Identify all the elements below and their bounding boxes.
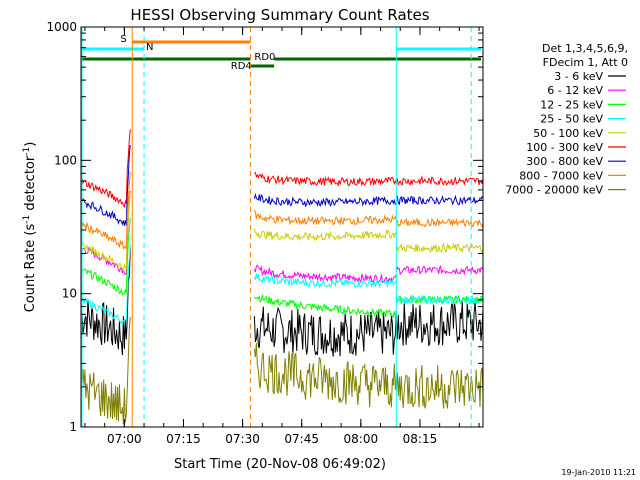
legend-header-line-2: FDecim 1, Att 0	[543, 56, 628, 69]
series-line	[253, 273, 397, 289]
plot-frame	[80, 26, 484, 428]
legend-label: 50 - 100 keV	[533, 127, 603, 140]
legend-label: 12 - 25 keV	[540, 98, 603, 111]
series-line	[395, 264, 484, 276]
y-tick-label: 1	[69, 420, 77, 434]
series-line	[254, 171, 397, 187]
y-axis-label: Count Rate (s-1 detector-1)	[22, 142, 38, 313]
y-tick-label: 100	[54, 153, 77, 167]
y-tick-label: 1000	[46, 20, 77, 34]
y-axis-label-sup2: -1	[22, 147, 32, 156]
series-line	[80, 316, 131, 425]
series-line	[253, 228, 397, 242]
x-tick-label: 08:15	[403, 432, 438, 446]
series-line	[395, 242, 484, 254]
series-line	[253, 264, 397, 284]
series-line	[80, 192, 131, 273]
x-tick-label: 07:00	[107, 432, 142, 446]
rd4-label: RD4	[231, 61, 252, 72]
series-layer	[80, 129, 484, 425]
x-tick-label: 07:15	[166, 432, 201, 446]
y-axis-label-end: )	[23, 142, 38, 147]
series-line	[253, 306, 397, 357]
legend-label: 6 - 12 keV	[547, 84, 603, 97]
series-line	[80, 248, 131, 356]
x-tick-label: 07:45	[284, 432, 319, 446]
legend: Det 1,3,4,5,6,9, FDecim 1, Att 0 3 - 6 k…	[505, 42, 628, 197]
legend-label: 100 - 300 keV	[526, 141, 603, 154]
series-line	[395, 175, 484, 187]
legend-label: 7000 - 20000 keV	[505, 184, 603, 197]
y-axis: 1 10 100 1000	[46, 20, 483, 434]
x-tick-label: 08:00	[344, 432, 379, 446]
series-line	[395, 301, 484, 347]
series-line	[395, 364, 484, 409]
legend-label: 25 - 50 keV	[540, 113, 603, 126]
legend-label: 800 - 7000 keV	[519, 169, 603, 182]
series-line	[80, 171, 131, 251]
rd0-label: RD0	[254, 52, 275, 63]
series-line	[396, 194, 484, 206]
series-line	[80, 217, 131, 296]
x-tick-label: 07:30	[225, 432, 260, 446]
series-line	[396, 217, 484, 228]
x-axis: 07:00 07:15 07:30 07:45 08:00 08:15	[84, 27, 480, 446]
series-line	[253, 192, 397, 208]
x-axis-label: Start Time (20-Nov-08 06:49:02)	[174, 457, 386, 472]
y-axis-label-main: Count Rate (s	[23, 224, 38, 313]
series-line	[253, 209, 397, 226]
series-line	[80, 129, 131, 209]
series-line	[253, 342, 397, 408]
chart-title: HESSI Observing Summary Count Rates	[130, 6, 429, 24]
series-line	[395, 293, 484, 305]
series-line	[253, 294, 397, 319]
night-bar-label: N	[146, 42, 153, 53]
y-axis-label-sup1: -1	[22, 215, 32, 224]
saa-bar-label: S	[120, 34, 126, 45]
series-line	[80, 244, 131, 327]
legend-label: 300 - 800 keV	[526, 155, 603, 168]
legend-header-line-1: Det 1,3,4,5,6,9,	[542, 42, 628, 55]
y-axis-label-mid: detector	[23, 155, 38, 215]
legend-label: 3 - 6 keV	[554, 70, 603, 83]
series-line	[80, 145, 131, 227]
footer-timestamp: 19-Jan-2010 11:21	[561, 468, 636, 477]
y-tick-label: 10	[62, 287, 77, 301]
